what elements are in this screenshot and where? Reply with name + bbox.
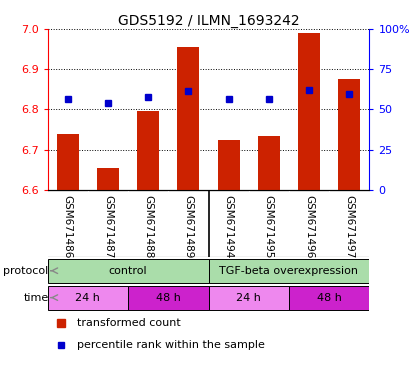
Bar [209,258,369,283]
Text: GSM671487: GSM671487 [103,195,113,259]
Bar [48,285,128,310]
Bar [289,285,369,310]
Text: 48 h: 48 h [156,293,181,303]
Text: GSM671497: GSM671497 [344,195,354,259]
Bar [217,140,240,190]
Text: TGF-beta overexpression: TGF-beta overexpression [220,266,359,276]
Text: percentile rank within the sample: percentile rank within the sample [77,341,264,351]
Text: 24 h: 24 h [76,293,100,303]
Text: control: control [109,266,147,276]
Text: GSM671486: GSM671486 [63,195,73,259]
Text: GSM671489: GSM671489 [183,195,193,259]
Text: GSM671488: GSM671488 [143,195,153,259]
Bar [209,285,289,310]
Bar [48,258,209,283]
Text: time: time [23,293,49,303]
Bar [177,47,200,190]
Bar [57,134,79,190]
Bar [137,111,159,190]
Bar [128,285,209,310]
Text: GSM671496: GSM671496 [304,195,314,259]
Bar [97,168,119,190]
Text: protocol: protocol [3,266,49,276]
Bar [258,136,280,190]
Text: transformed count: transformed count [77,318,181,328]
Text: GSM671495: GSM671495 [264,195,274,259]
Text: 24 h: 24 h [236,293,261,303]
Bar [298,33,320,190]
Bar [338,79,360,190]
Text: 48 h: 48 h [317,293,342,303]
Text: GSM671494: GSM671494 [224,195,234,259]
Title: GDS5192 / ILMN_1693242: GDS5192 / ILMN_1693242 [118,14,299,28]
